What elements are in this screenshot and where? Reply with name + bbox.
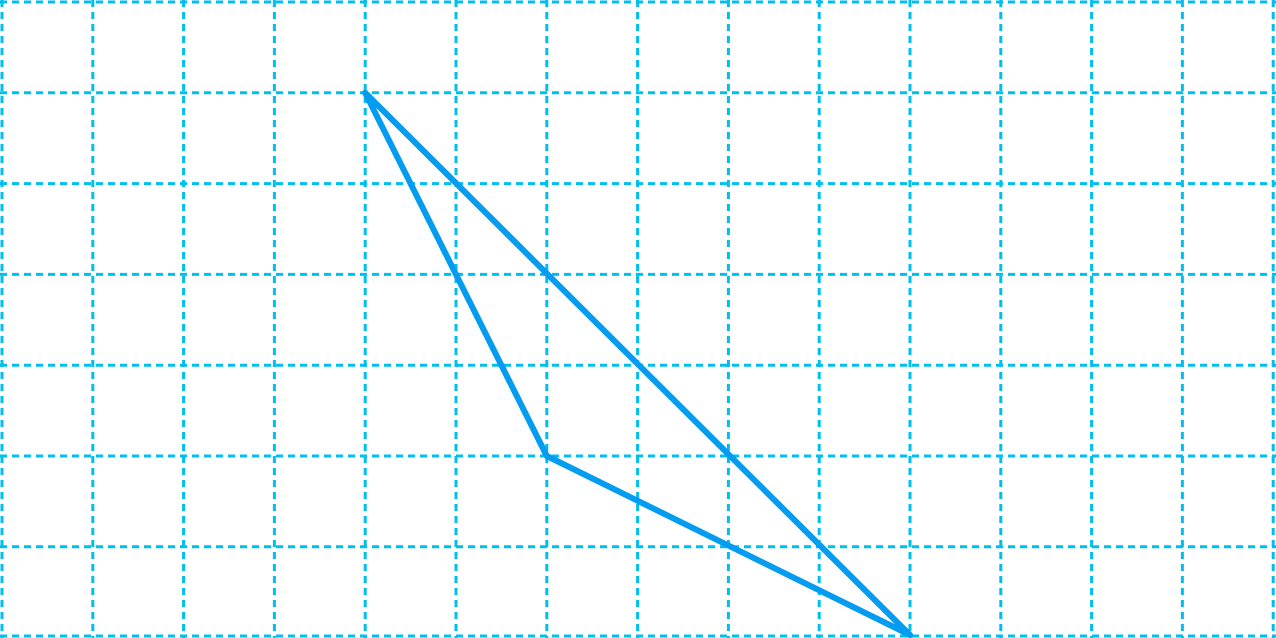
triangle-outline: [362, 89, 913, 638]
vertex-middle: [543, 453, 550, 459]
vertex-bottom: [907, 632, 913, 638]
triangle-shape: [362, 89, 913, 638]
vertex-top: [362, 89, 369, 96]
